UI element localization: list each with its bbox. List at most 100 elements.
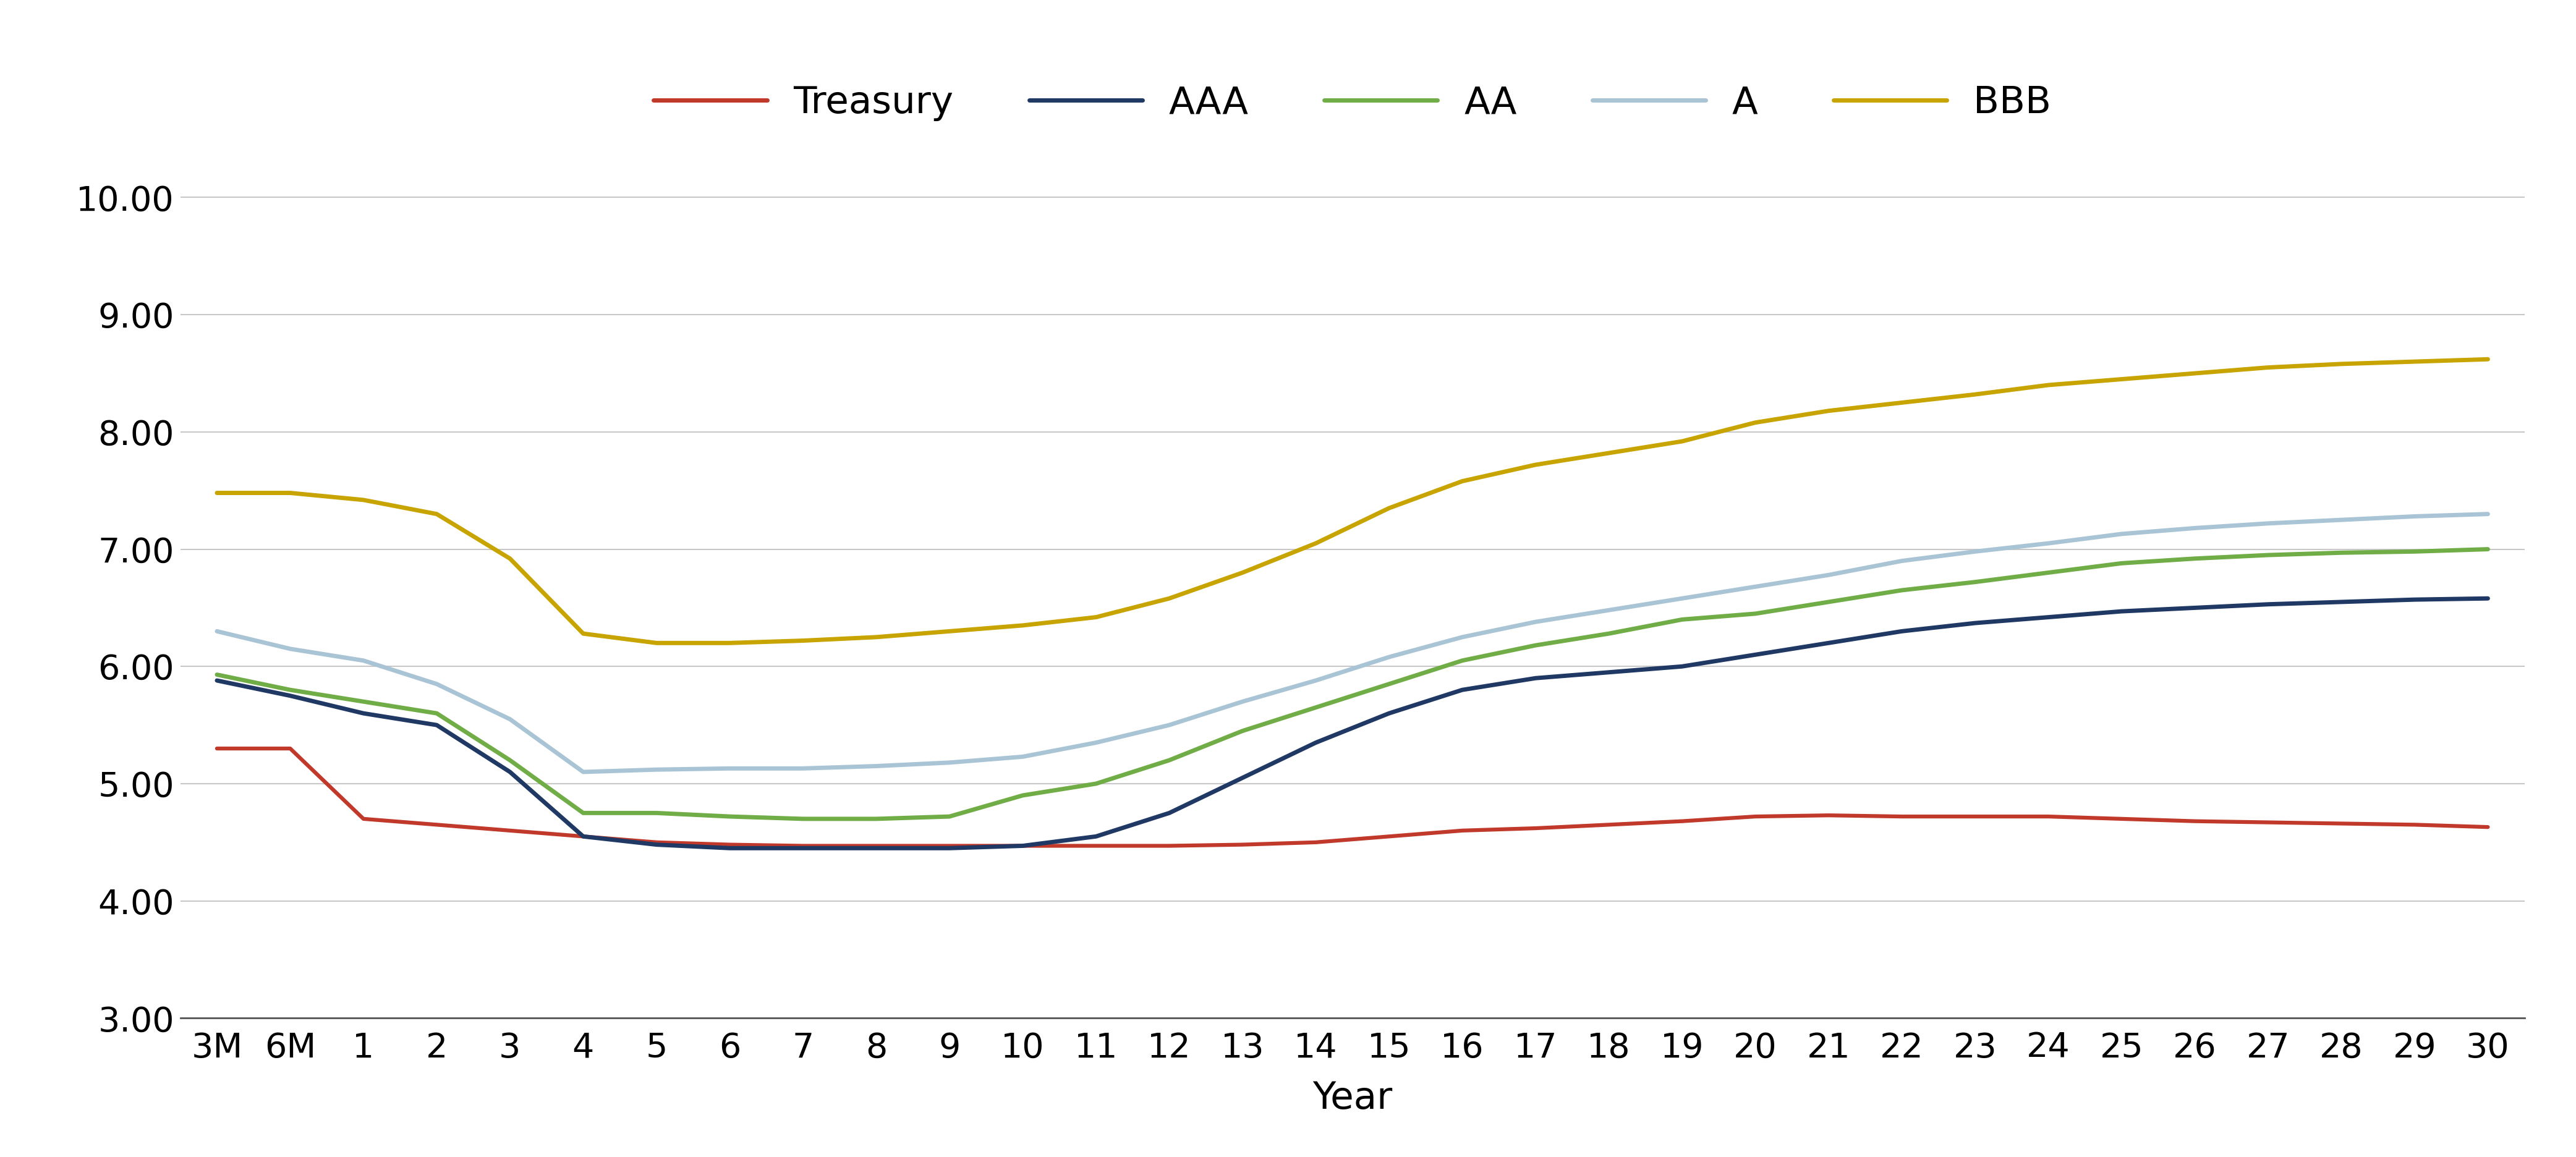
AA bbox=[1448, 654, 1479, 668]
AA bbox=[641, 806, 672, 820]
AA bbox=[495, 753, 526, 767]
A bbox=[860, 759, 891, 773]
Treasury bbox=[1667, 815, 1698, 828]
AAA bbox=[1007, 839, 1038, 853]
Treasury bbox=[567, 830, 598, 843]
A bbox=[1520, 614, 1551, 628]
AA bbox=[2473, 543, 2504, 557]
AAA bbox=[1595, 665, 1625, 679]
BBB bbox=[567, 627, 598, 641]
A bbox=[788, 761, 819, 775]
Line: AA: AA bbox=[216, 550, 2488, 819]
BBB bbox=[714, 636, 744, 650]
A bbox=[1739, 580, 1770, 594]
Treasury bbox=[714, 838, 744, 852]
Treasury bbox=[788, 839, 819, 853]
A bbox=[348, 654, 379, 668]
A bbox=[276, 642, 307, 656]
AAA bbox=[1154, 806, 1185, 820]
AA bbox=[1814, 595, 1844, 609]
A bbox=[1595, 603, 1625, 617]
BBB bbox=[2473, 353, 2504, 367]
Line: BBB: BBB bbox=[216, 360, 2488, 643]
Treasury bbox=[1595, 818, 1625, 832]
AAA bbox=[1079, 830, 1110, 843]
Treasury bbox=[1154, 839, 1185, 853]
AA bbox=[1595, 627, 1625, 641]
A bbox=[422, 677, 453, 691]
AA bbox=[1960, 575, 1991, 589]
AAA bbox=[1226, 771, 1257, 784]
AAA bbox=[1814, 636, 1844, 650]
AAA bbox=[641, 838, 672, 852]
BBB bbox=[1739, 415, 1770, 429]
BBB bbox=[495, 552, 526, 566]
Treasury bbox=[2032, 810, 2063, 824]
AA bbox=[714, 810, 744, 824]
A bbox=[1373, 650, 1404, 664]
X-axis label: Year: Year bbox=[1311, 1081, 1394, 1117]
A bbox=[1667, 591, 1698, 605]
AAA bbox=[2032, 610, 2063, 624]
AA bbox=[860, 812, 891, 826]
AA bbox=[1520, 639, 1551, 653]
AAA bbox=[1373, 707, 1404, 721]
AAA bbox=[422, 718, 453, 732]
Treasury bbox=[1448, 824, 1479, 838]
Treasury bbox=[201, 742, 232, 756]
A bbox=[1301, 673, 1332, 687]
Treasury bbox=[495, 824, 526, 838]
A bbox=[1079, 736, 1110, 750]
A bbox=[1814, 568, 1844, 582]
AA bbox=[276, 683, 307, 697]
AAA bbox=[2107, 604, 2138, 618]
BBB bbox=[1154, 591, 1185, 605]
Treasury bbox=[2398, 818, 2429, 832]
BBB bbox=[2398, 355, 2429, 369]
AA bbox=[2398, 545, 2429, 559]
A bbox=[2473, 507, 2504, 521]
BBB bbox=[860, 631, 891, 644]
AAA bbox=[1739, 648, 1770, 662]
AA bbox=[2326, 546, 2357, 560]
Treasury bbox=[1886, 810, 1917, 824]
Treasury bbox=[935, 839, 966, 853]
AA bbox=[567, 806, 598, 820]
Treasury bbox=[348, 812, 379, 826]
AAA bbox=[276, 688, 307, 702]
A bbox=[2326, 513, 2357, 526]
AAA bbox=[201, 673, 232, 687]
Line: A: A bbox=[216, 514, 2488, 772]
BBB bbox=[1226, 566, 1257, 580]
Legend: Treasury, AAA, AA, A, BBB: Treasury, AAA, AA, A, BBB bbox=[639, 69, 2066, 137]
BBB bbox=[641, 636, 672, 650]
A bbox=[935, 756, 966, 769]
AAA bbox=[1520, 671, 1551, 685]
BBB bbox=[348, 493, 379, 507]
A bbox=[201, 625, 232, 639]
AA bbox=[1739, 606, 1770, 620]
A bbox=[567, 765, 598, 779]
AAA bbox=[935, 841, 966, 855]
Treasury bbox=[1520, 821, 1551, 835]
BBB bbox=[2179, 367, 2210, 381]
BBB bbox=[1301, 537, 1332, 551]
BBB bbox=[2326, 358, 2357, 371]
AAA bbox=[2251, 597, 2282, 611]
BBB bbox=[1667, 434, 1698, 448]
A bbox=[1007, 750, 1038, 764]
A bbox=[495, 713, 526, 727]
AA bbox=[1301, 700, 1332, 714]
BBB bbox=[1079, 610, 1110, 624]
AA bbox=[788, 812, 819, 826]
BBB bbox=[1520, 458, 1551, 472]
Treasury bbox=[860, 839, 891, 853]
BBB bbox=[935, 625, 966, 639]
Treasury bbox=[2473, 820, 2504, 834]
BBB bbox=[201, 486, 232, 500]
Treasury bbox=[1739, 810, 1770, 824]
BBB bbox=[422, 507, 453, 521]
AA bbox=[201, 668, 232, 681]
AAA bbox=[2179, 600, 2210, 614]
BBB bbox=[1448, 474, 1479, 488]
